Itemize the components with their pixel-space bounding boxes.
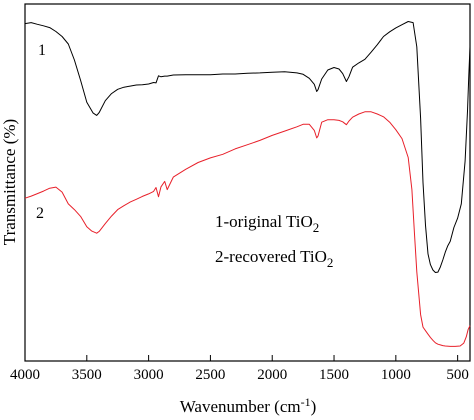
series-2-line <box>24 111 471 347</box>
x-tick-label: 1000 <box>381 367 411 383</box>
x-tick-label: 1500 <box>319 367 349 383</box>
series-2-label: 2 <box>36 205 44 222</box>
x-axis-ticks: 4000 3500 3000 2500 2000 1500 1000 500 <box>10 355 469 383</box>
plot-frame <box>24 3 471 362</box>
series-layer <box>24 21 471 347</box>
x-tick-label: 3500 <box>72 367 102 383</box>
x-tick-label: 2000 <box>257 367 287 383</box>
legend: 1-original TiO2 2-recovered TiO2 <box>215 212 333 270</box>
x-tick-label: 500 <box>446 367 469 383</box>
series-1-label: 1 <box>38 42 46 59</box>
legend-entry-1: 1-original TiO2 <box>215 212 319 235</box>
x-tick-label: 2500 <box>195 367 225 383</box>
x-tick-label: 4000 <box>10 367 40 383</box>
y-axis-title: Transmittance (%) <box>0 119 19 245</box>
legend-entry-2: 2-recovered TiO2 <box>215 247 333 270</box>
x-tick-label: 3000 <box>134 367 164 383</box>
series-1-line <box>24 21 471 273</box>
x-axis-title: Wavenumber (cm-1) <box>180 395 317 416</box>
